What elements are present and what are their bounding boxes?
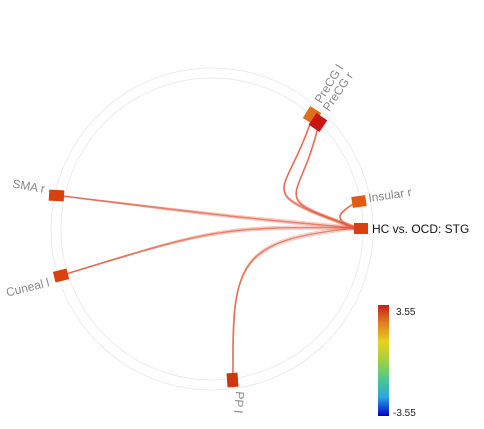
edge-stg-precg-l (283, 120, 357, 229)
label-insular-r: Insular r (367, 185, 412, 205)
edge-stg-precg-l (283, 120, 357, 231)
edge-stg-pp-l (232, 227, 357, 375)
edge-stg-cuneal-l (65, 228, 357, 275)
edge-stg-pp-l (232, 229, 357, 375)
connection-edges (61, 120, 357, 375)
label-pp-l: PP l (231, 391, 247, 414)
label-stg: HC vs. OCD: STG (372, 222, 469, 236)
node-insular-r[interactable] (351, 195, 367, 208)
node-precg-r[interactable] (308, 113, 328, 132)
edge-stg-precg-r (295, 126, 357, 229)
node-pp-l[interactable] (226, 372, 239, 388)
node-stg[interactable] (354, 223, 368, 234)
edge-stg-precg-r (295, 126, 357, 231)
edge-stg-sma-r (61, 195, 357, 231)
edge-stg-sma-r (61, 195, 357, 229)
node-markers (48, 106, 368, 388)
edge-stg-pp-l (232, 225, 357, 375)
colorbar-max-label: 3.55 (396, 307, 416, 318)
node-sma-r[interactable] (48, 189, 65, 202)
label-cuneal-l: Cuneal l (5, 275, 51, 299)
node-cuneal-l[interactable] (52, 268, 70, 283)
colorbar: 3.55 -3.55 (378, 305, 416, 419)
node-labels: PreCG l PreCG r Insular r HC vs. OCD: ST… (5, 62, 470, 414)
label-sma-r: SMA r (11, 176, 46, 195)
colorbar-gradient (378, 305, 389, 416)
edge-stg-cuneal-l (65, 226, 357, 275)
edge-stg-insular-r (339, 202, 357, 229)
colorbar-min-label: -3.55 (393, 408, 416, 419)
outer-ring (50, 67, 374, 391)
